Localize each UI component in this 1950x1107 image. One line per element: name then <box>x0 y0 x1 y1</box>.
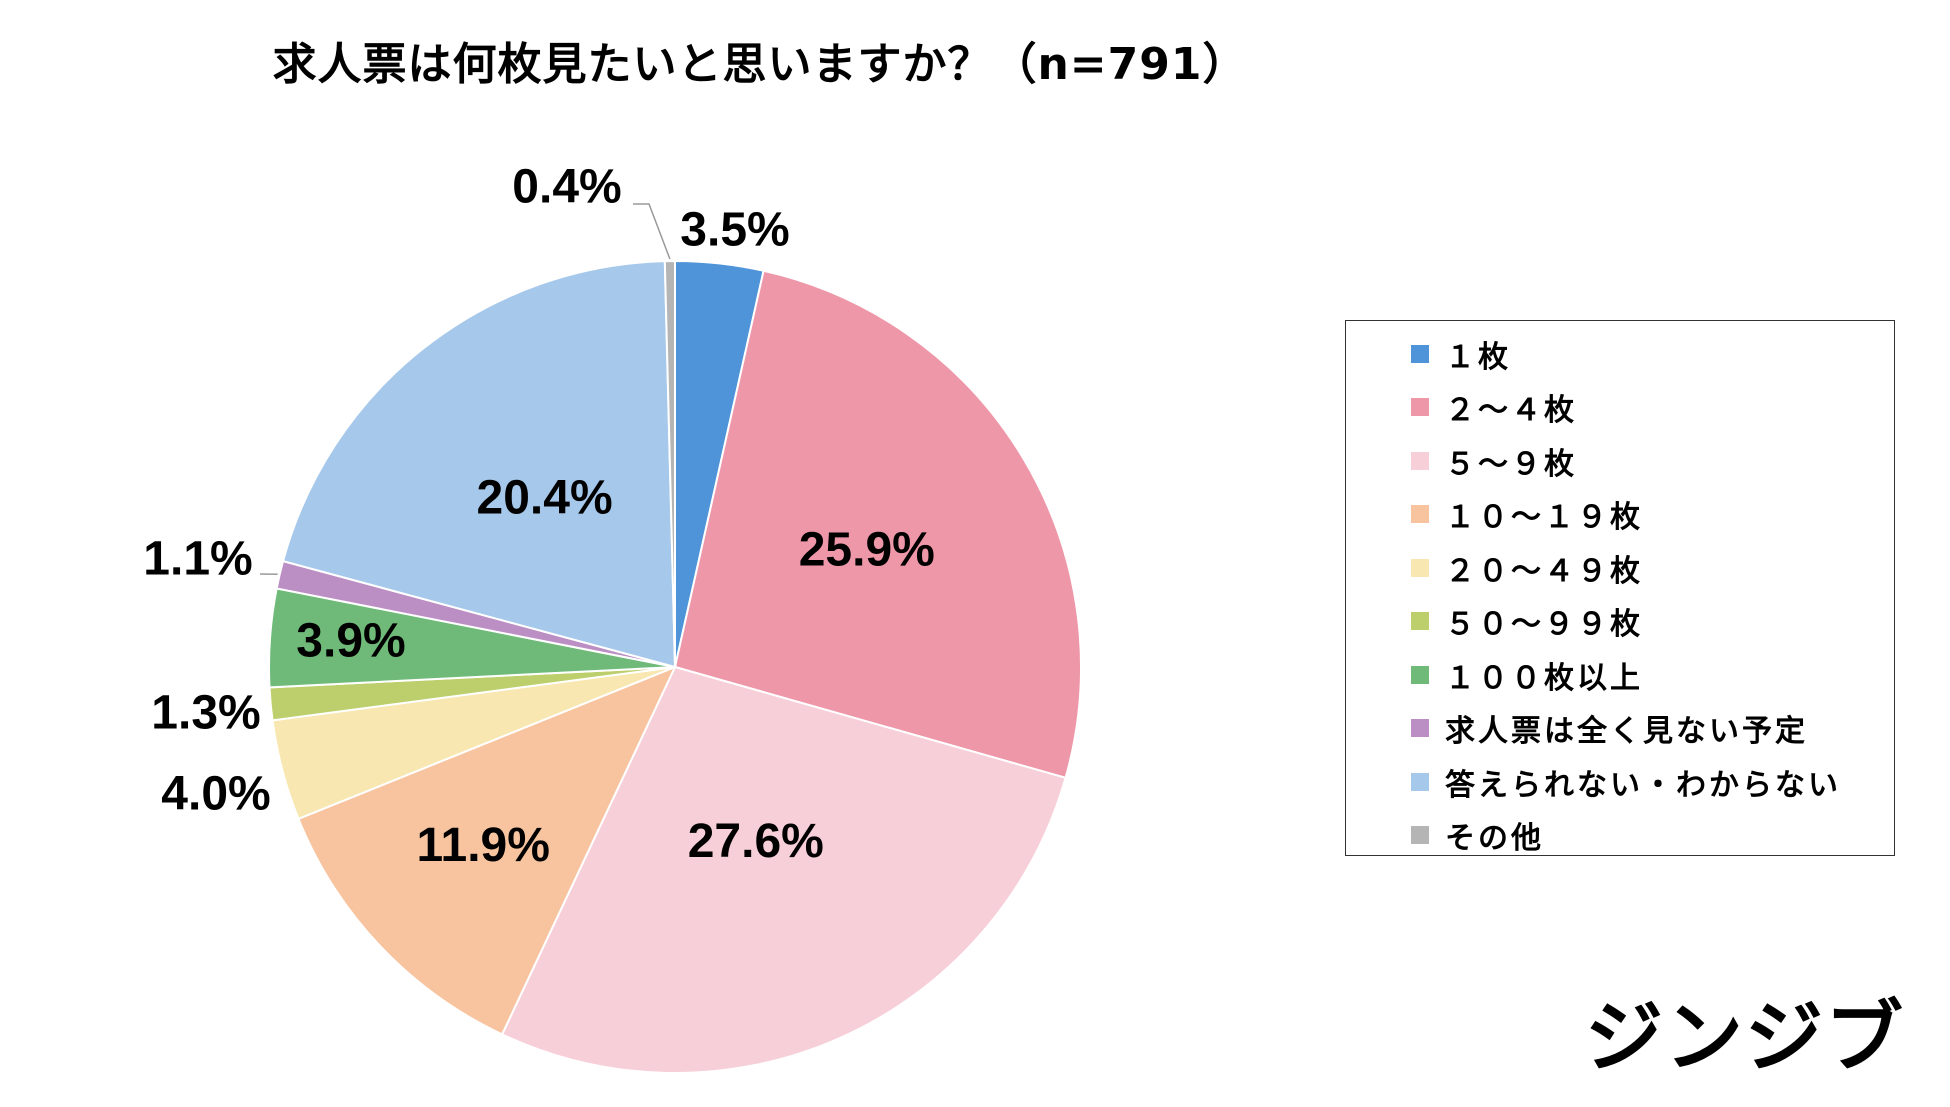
pie-slice <box>500 665 1067 1074</box>
legend-item: その他 <box>1346 809 1894 863</box>
legend-swatch <box>1411 505 1429 524</box>
legend-swatch <box>1411 451 1429 470</box>
legend-item: ２０～４９枚 <box>1346 541 1894 595</box>
pie-slice <box>281 260 677 669</box>
legend-item: 求人票は全く見ない予定 <box>1346 702 1894 756</box>
legend-label: 答えられない・わからない <box>1445 767 1841 803</box>
legend-item: １枚 <box>1346 327 1894 381</box>
legend-label: ２０～４９枚 <box>1445 553 1643 589</box>
legend-label: １００枚以上 <box>1445 660 1643 696</box>
legend-swatch <box>1411 719 1429 738</box>
legend-label: １枚 <box>1445 339 1511 375</box>
legend-item: １００枚以上 <box>1346 648 1894 702</box>
legend-label: 求人票は全く見ない予定 <box>1445 714 1808 750</box>
legend-item: 答えられない・わからない <box>1346 755 1894 809</box>
slice-percentage-label: 27.6% <box>688 815 824 868</box>
legend-label: その他 <box>1445 821 1544 857</box>
pie-slice <box>673 269 1082 780</box>
legend-item: ５～９枚 <box>1346 434 1894 488</box>
legend-swatch <box>1411 772 1429 791</box>
legend-label: ５０～９９枚 <box>1445 607 1643 643</box>
slice-percentage-label: 1.1% <box>143 533 252 586</box>
slice-percentage-label: 3.9% <box>296 614 405 667</box>
slice-percentage-label: 25.9% <box>799 523 935 576</box>
legend-swatch <box>1411 558 1429 577</box>
slice-percentage-label: 0.4% <box>512 161 621 214</box>
legend-label: ２～４枚 <box>1445 393 1577 429</box>
legend-swatch <box>1411 344 1429 363</box>
legend-item: ５０～９９枚 <box>1346 595 1894 649</box>
legend-item: ２～４枚 <box>1346 381 1894 435</box>
leader-line <box>633 203 671 260</box>
legend-label: １０～１９枚 <box>1445 500 1643 536</box>
slice-percentage-label: 11.9% <box>416 819 549 872</box>
legend-item: １０～１９枚 <box>1346 488 1894 542</box>
legend-swatch <box>1411 612 1429 631</box>
slice-percentage-label: 1.3% <box>151 687 260 740</box>
legend-label: ５～９枚 <box>1445 446 1577 482</box>
brand-logo: ジンジブ <box>1585 993 1906 1083</box>
legend-swatch <box>1411 665 1429 684</box>
chart-legend: １枚 ２～４枚 ５～９枚 １０～１９枚 ２０～４９枚 ５０～９９枚 １００枚以上求人票は全く… <box>1345 320 1895 856</box>
slice-percentage-label: 20.4% <box>477 472 613 525</box>
pie-slice <box>663 259 676 668</box>
legend-swatch <box>1411 826 1429 845</box>
slice-percentage-label: 4.0% <box>161 768 270 821</box>
legend-swatch <box>1411 398 1429 417</box>
chart-title: 求人票は何枚見たいと思いますか？（n=791） <box>272 39 1248 90</box>
slice-percentage-label: 3.5% <box>680 204 789 257</box>
pie-slice <box>297 665 677 1036</box>
